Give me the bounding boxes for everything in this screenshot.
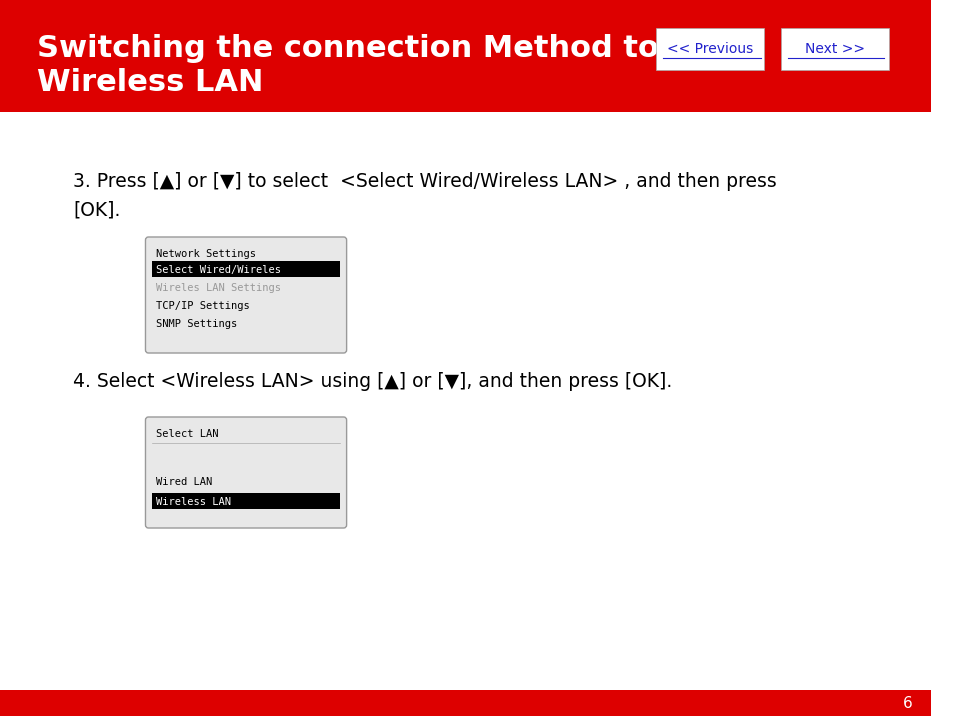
- Text: Select Wired/Wireles: Select Wired/Wireles: [156, 265, 281, 275]
- Text: SNMP Settings: SNMP Settings: [156, 319, 237, 329]
- Text: Wireless LAN: Wireless LAN: [37, 67, 263, 97]
- Text: Wired LAN: Wired LAN: [156, 477, 213, 487]
- FancyBboxPatch shape: [145, 237, 346, 353]
- Text: Network Settings: Network Settings: [156, 249, 256, 259]
- FancyBboxPatch shape: [781, 28, 887, 70]
- Text: 6: 6: [902, 695, 912, 710]
- Text: 4. Select <Wireless LAN> using [▲] or [▼], and then press [OK].: 4. Select <Wireless LAN> using [▲] or [▼…: [73, 372, 672, 391]
- Text: 3. Press [▲] or [▼] to select  <Select Wired/Wireless LAN> , and then press
[OK]: 3. Press [▲] or [▼] to select <Select Wi…: [73, 172, 776, 219]
- Text: << Previous: << Previous: [666, 42, 752, 56]
- Text: Wireless LAN: Wireless LAN: [156, 497, 231, 507]
- FancyBboxPatch shape: [656, 28, 762, 70]
- Text: Select LAN: Select LAN: [156, 429, 218, 439]
- FancyBboxPatch shape: [152, 261, 339, 277]
- FancyBboxPatch shape: [152, 493, 339, 509]
- FancyBboxPatch shape: [145, 417, 346, 528]
- Text: Wireles LAN Settings: Wireles LAN Settings: [156, 283, 281, 293]
- Text: TCP/IP Settings: TCP/IP Settings: [156, 301, 250, 311]
- FancyBboxPatch shape: [0, 0, 930, 112]
- FancyBboxPatch shape: [0, 690, 930, 716]
- Text: Switching the connection Method to: Switching the connection Method to: [37, 34, 659, 62]
- Text: Next >>: Next >>: [804, 42, 864, 56]
